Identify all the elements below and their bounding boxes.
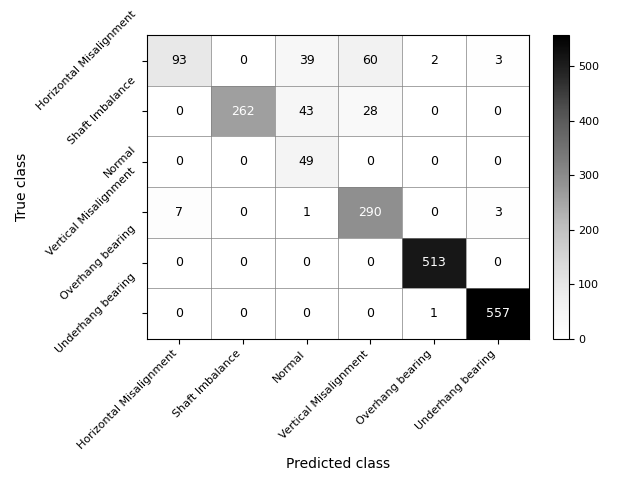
Text: 0: 0 [430, 206, 438, 219]
Text: 0: 0 [239, 206, 247, 219]
Text: 557: 557 [486, 307, 509, 320]
Text: 0: 0 [366, 155, 374, 168]
Text: 3: 3 [493, 54, 502, 67]
Text: 262: 262 [231, 104, 255, 118]
Text: 49: 49 [299, 155, 314, 168]
Text: 0: 0 [175, 104, 183, 118]
Text: 0: 0 [430, 104, 438, 118]
Text: 0: 0 [366, 307, 374, 320]
Text: 0: 0 [175, 257, 183, 269]
Text: 0: 0 [493, 155, 502, 168]
Text: 0: 0 [239, 307, 247, 320]
Text: 0: 0 [175, 307, 183, 320]
Text: 0: 0 [430, 155, 438, 168]
Text: 0: 0 [303, 307, 310, 320]
Text: 1: 1 [430, 307, 438, 320]
Text: 43: 43 [299, 104, 314, 118]
Text: 1: 1 [303, 206, 310, 219]
Text: 0: 0 [175, 155, 183, 168]
Text: 93: 93 [172, 54, 187, 67]
Text: 7: 7 [175, 206, 183, 219]
Text: 39: 39 [299, 54, 314, 67]
Text: 0: 0 [493, 104, 502, 118]
Text: 3: 3 [493, 206, 502, 219]
Text: 0: 0 [493, 257, 502, 269]
Text: 2: 2 [430, 54, 438, 67]
Text: 0: 0 [239, 155, 247, 168]
Text: 0: 0 [303, 257, 310, 269]
Text: 290: 290 [358, 206, 382, 219]
Y-axis label: True class: True class [15, 153, 29, 221]
Text: 28: 28 [362, 104, 378, 118]
Text: 513: 513 [422, 257, 446, 269]
Text: 0: 0 [239, 257, 247, 269]
Text: 60: 60 [362, 54, 378, 67]
X-axis label: Predicted class: Predicted class [286, 457, 390, 471]
Text: 0: 0 [366, 257, 374, 269]
Text: 0: 0 [239, 54, 247, 67]
